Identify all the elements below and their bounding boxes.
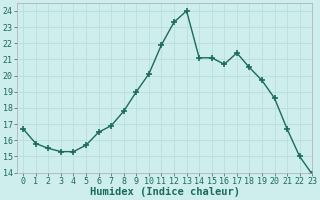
X-axis label: Humidex (Indice chaleur): Humidex (Indice chaleur) <box>90 187 240 197</box>
